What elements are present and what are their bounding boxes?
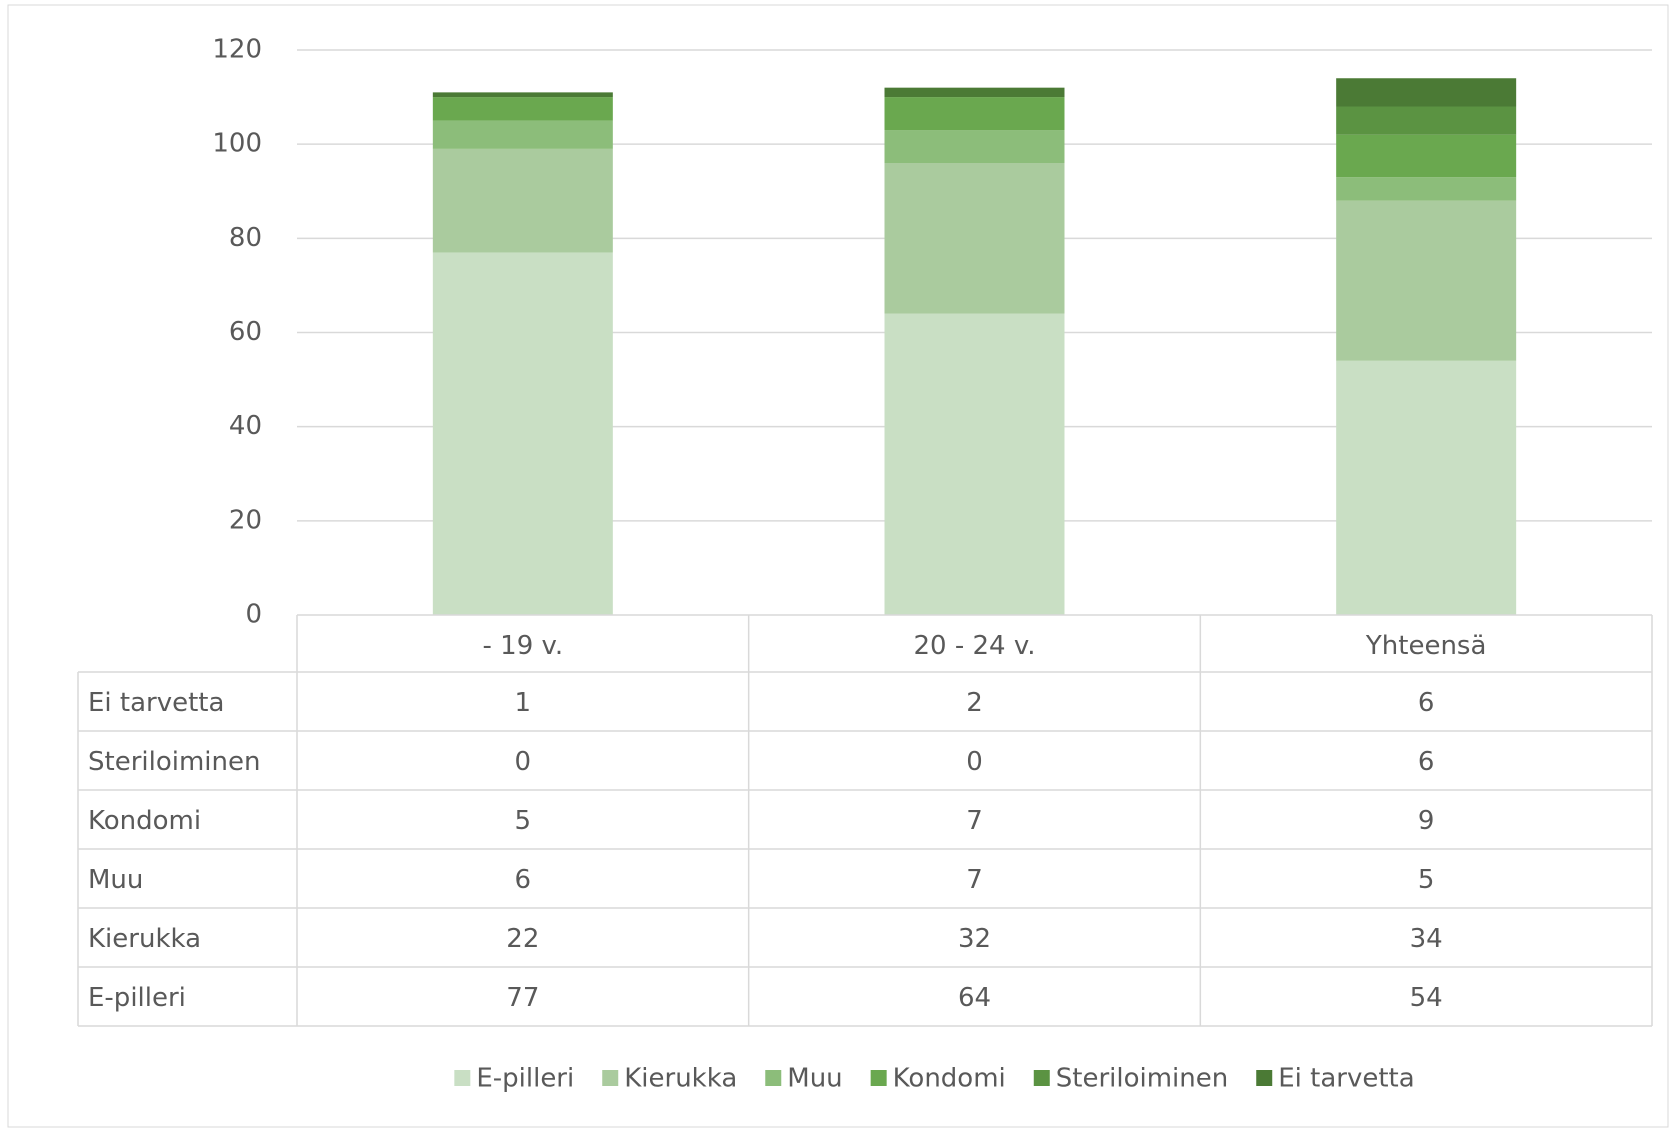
table-cell: 77 <box>506 983 539 1013</box>
table-cell: 6 <box>1418 747 1435 777</box>
table-cell: 22 <box>506 924 539 954</box>
y-tick-label: 20 <box>229 505 262 535</box>
table-cell: 2 <box>966 688 983 718</box>
table-cell: 5 <box>515 806 532 836</box>
legend-swatch <box>602 1070 619 1086</box>
legend-label: Steriloiminen <box>1056 1064 1228 1094</box>
y-tick-label: 100 <box>212 129 262 159</box>
bar-segment <box>884 163 1065 314</box>
bar-segment <box>884 130 1065 163</box>
legend-swatch <box>870 1070 887 1086</box>
x-tick-label: Yhteensä <box>1365 631 1487 661</box>
x-tick-label: 20 - 24 v. <box>914 631 1036 661</box>
y-tick-label: 40 <box>229 411 262 441</box>
bar-segment <box>432 148 613 253</box>
x-tick-label: - 19 v. <box>483 631 564 661</box>
bar-segment <box>432 92 613 98</box>
table-row-label: Kierukka <box>88 924 201 954</box>
table-row-label: Kondomi <box>88 806 201 836</box>
table-cell: 0 <box>515 747 532 777</box>
bar-segment <box>884 313 1065 615</box>
bar-segment <box>884 87 1065 98</box>
bar-segment <box>884 97 1065 131</box>
bar-segment <box>1336 360 1517 615</box>
table-row-label: E-pilleri <box>88 983 186 1013</box>
legend-label: Ei tarvetta <box>1278 1064 1414 1094</box>
bar-segment <box>1336 200 1517 361</box>
table-row-label: Muu <box>88 865 143 895</box>
table-cell: 34 <box>1410 924 1443 954</box>
bar-segment <box>1336 106 1517 135</box>
table-row-label: Steriloiminen <box>88 747 260 777</box>
table-cell: 6 <box>515 865 532 895</box>
legend-swatch <box>1256 1070 1273 1086</box>
table-row-label: Ei tarvetta <box>88 688 224 718</box>
table-cell: 9 <box>1418 806 1435 836</box>
table-cell: 1 <box>515 688 532 718</box>
table-cell: 32 <box>958 924 991 954</box>
bar-segment <box>432 120 613 149</box>
table-cell: 6 <box>1418 688 1435 718</box>
bar-segment <box>1336 177 1517 201</box>
legend-swatch <box>1033 1070 1050 1086</box>
bar-segment <box>432 97 613 121</box>
legend-swatch <box>454 1070 471 1086</box>
bar-segment <box>1336 78 1517 107</box>
table-cell: 7 <box>966 806 983 836</box>
table-cell: 7 <box>966 865 983 895</box>
table-cell: 54 <box>1410 983 1443 1013</box>
legend-label: Muu <box>787 1064 842 1094</box>
legend-label: E-pilleri <box>476 1064 574 1094</box>
table-cell: 0 <box>966 747 983 777</box>
table-cell: 5 <box>1418 865 1435 895</box>
y-tick-label: 0 <box>245 600 262 630</box>
legend-label: Kondomi <box>893 1064 1006 1094</box>
y-tick-label: 120 <box>212 35 262 65</box>
bar-segment <box>1336 134 1517 178</box>
table-cell: 64 <box>958 983 991 1013</box>
y-tick-label: 80 <box>229 223 262 253</box>
bar-segment <box>432 252 613 616</box>
legend-swatch <box>765 1070 782 1086</box>
y-tick-label: 60 <box>229 317 262 347</box>
legend-label: Kierukka <box>624 1064 737 1094</box>
